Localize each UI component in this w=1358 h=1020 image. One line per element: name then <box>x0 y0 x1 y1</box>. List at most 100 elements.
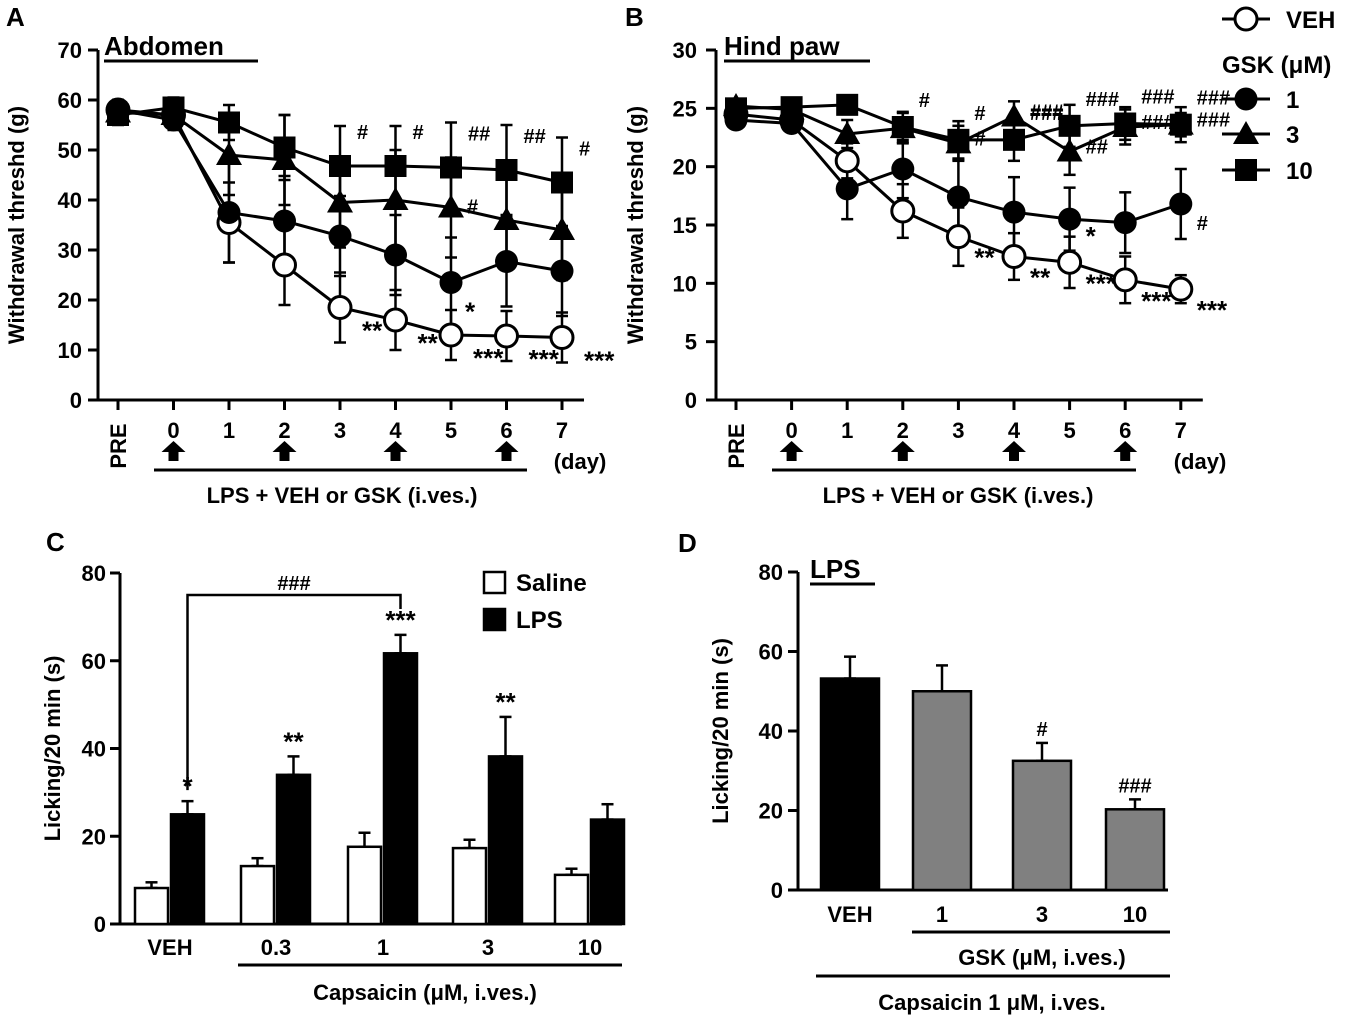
dosing-arrow-icon <box>1113 441 1138 461</box>
significance-mark: ** <box>1030 263 1051 293</box>
x-tick-label: VEH <box>147 935 192 960</box>
bracket-label: ### <box>277 573 310 595</box>
significance-mark: *** <box>473 343 504 373</box>
x-tick-label: 2 <box>278 418 290 443</box>
y-tick-label: 10 <box>58 338 82 363</box>
data-point <box>549 217 575 240</box>
x-tick-label: 3 <box>1036 902 1048 927</box>
data-point <box>1002 200 1026 224</box>
y-tick-label: 0 <box>94 912 106 937</box>
y-tick-label: 25 <box>673 96 697 121</box>
error-bar <box>936 664 948 693</box>
significance-mark: * <box>465 297 476 327</box>
data-point <box>273 136 296 159</box>
significance-mark: *** <box>1086 268 1117 298</box>
significance-mark: *** <box>1197 295 1228 325</box>
x-tick-label: 7 <box>556 418 568 443</box>
dosing-arrow-icon <box>161 441 186 461</box>
dosing-arrow-icon <box>1002 441 1026 461</box>
significance-mark: ### <box>1118 775 1151 797</box>
data-point <box>1058 114 1081 137</box>
significance-mark: # <box>357 122 368 144</box>
data-point <box>495 250 518 273</box>
legend-label: Saline <box>516 570 587 597</box>
bar-saline <box>451 846 488 926</box>
x-tick-label: 5 <box>1063 418 1075 443</box>
y-tick-label: 30 <box>673 38 697 63</box>
x-tick-label: 7 <box>1175 418 1187 443</box>
data-point <box>384 155 407 177</box>
data-point <box>890 198 916 224</box>
bar-lps <box>589 818 626 926</box>
data-point <box>947 128 970 151</box>
dosing-arrow-icon <box>383 441 408 461</box>
y-tick-label: 40 <box>759 719 783 744</box>
data-point <box>836 93 859 116</box>
x-axis-unit: (day) <box>554 449 607 474</box>
significance-mark: ** <box>495 687 516 717</box>
y-axis-label: Withdrawal threshd (g) <box>623 106 648 344</box>
dosing-arrow-icon <box>890 441 915 461</box>
x-tick-label: 1 <box>936 902 948 927</box>
legend-swatch <box>482 570 507 595</box>
significance-mark: # <box>1036 719 1047 741</box>
data-point <box>1058 207 1082 231</box>
x-tick-label: 3 <box>334 418 346 443</box>
data-point <box>495 159 518 181</box>
significance-mark: ## <box>468 124 490 146</box>
y-tick-label: 60 <box>82 649 106 674</box>
data-point <box>328 224 352 248</box>
data-point <box>216 142 242 165</box>
x-tick-label: PRE <box>106 423 131 468</box>
chart-title: LPS <box>810 554 861 584</box>
data-point <box>834 121 861 144</box>
data-point <box>1168 276 1194 302</box>
x-tick-label: 6 <box>500 418 512 443</box>
error-bar <box>394 633 407 655</box>
x-tick-label: PRE <box>724 423 749 468</box>
significance-mark: ### <box>1197 88 1230 110</box>
legend-marker <box>1233 6 1259 32</box>
data-point <box>327 189 353 213</box>
data-point <box>217 201 241 224</box>
significance-bracket <box>186 593 402 791</box>
data-point <box>835 177 859 201</box>
y-tick-label: 70 <box>58 38 82 63</box>
data-point <box>1113 211 1137 235</box>
significance-mark: ## <box>524 126 546 148</box>
data-point <box>1112 267 1138 293</box>
treatment-label: LPS + VEH or GSK (i.ves.) <box>823 483 1094 508</box>
legend-swatch <box>482 607 507 632</box>
error-bar <box>601 802 614 821</box>
y-tick-label: 15 <box>673 213 697 238</box>
y-tick-label: 20 <box>673 155 697 180</box>
data-point <box>273 209 296 233</box>
x-axis-unit: (day) <box>1174 449 1227 474</box>
data-point <box>891 116 914 138</box>
legend-label: LPS <box>516 607 563 634</box>
data-point <box>382 187 409 210</box>
bar-saline <box>133 886 170 926</box>
treatment-label: LPS + VEH or GSK (i.ves.) <box>207 483 478 508</box>
significance-mark: # <box>974 103 985 125</box>
significance-mark: # <box>413 122 424 144</box>
y-tick-label: 20 <box>759 799 783 824</box>
data-point <box>945 224 971 250</box>
bar-saline <box>239 864 276 926</box>
y-tick-label: 80 <box>759 560 783 585</box>
bar <box>819 677 881 892</box>
significance-mark: * <box>1086 221 1097 251</box>
outer-group-label: Capsaicin 1 μM, i.ves. <box>878 990 1105 1015</box>
panel-label: B <box>625 2 644 32</box>
significance-mark: ### <box>1030 103 1063 125</box>
bar-lps <box>487 755 524 926</box>
significance-mark: ### <box>1197 110 1230 132</box>
error-bar <box>499 715 512 758</box>
x-tick-label: 4 <box>1008 418 1021 443</box>
x-tick-label: 1 <box>223 418 235 443</box>
significance-mark: # <box>467 197 478 219</box>
error-bar <box>358 831 371 849</box>
significance-mark: ** <box>283 726 304 756</box>
